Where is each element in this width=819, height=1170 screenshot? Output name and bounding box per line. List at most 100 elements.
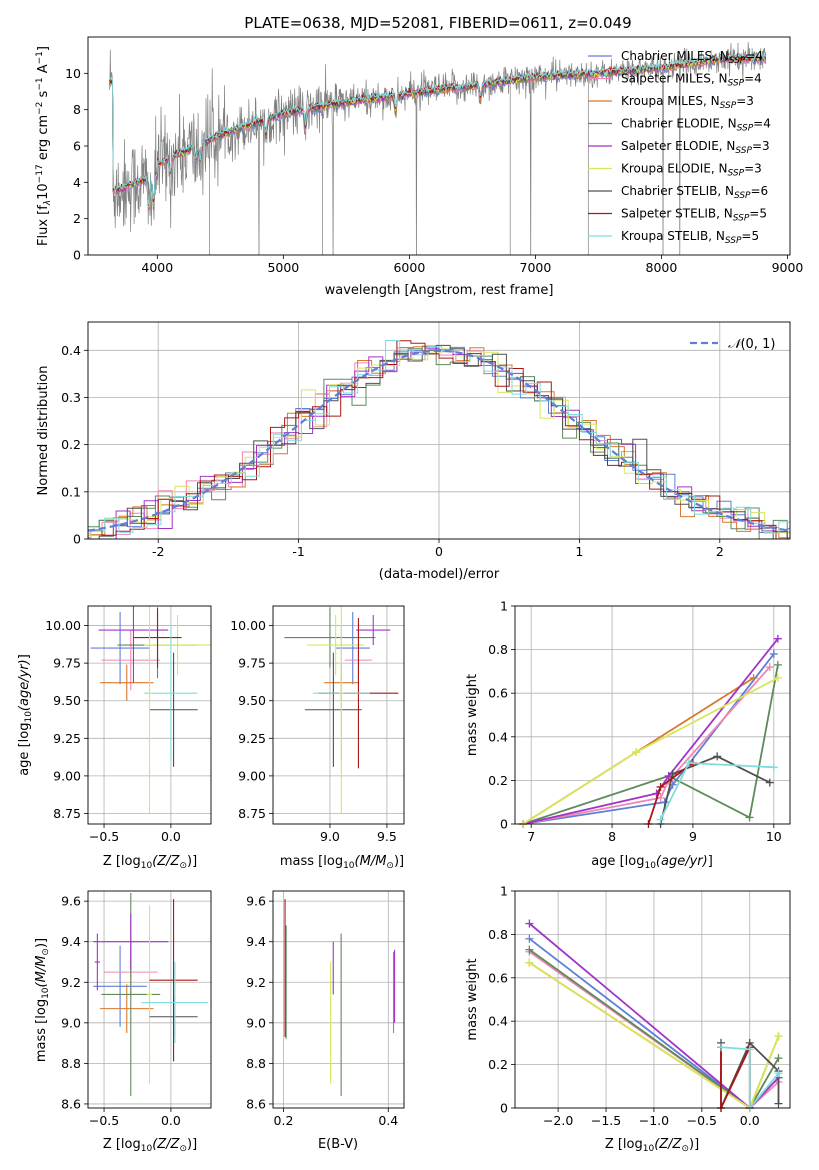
x-tick-label: 8 — [608, 829, 616, 844]
y-tick-label: 0 — [73, 532, 81, 547]
weight-point-marker — [656, 815, 665, 824]
axes-frame — [272, 605, 405, 825]
x-tick-label: -1 — [292, 544, 304, 559]
x-tick-label: -2 — [152, 544, 164, 559]
axes-frame — [514, 605, 791, 825]
y-tick-label: 0.3 — [61, 390, 81, 405]
y-tick-label: 0.6 — [488, 970, 508, 985]
weight-point-marker — [774, 1099, 783, 1108]
x-tick-label: 0.2 — [274, 1113, 294, 1128]
weight-series-line — [522, 666, 771, 824]
x-tick-label: 6000 — [393, 260, 425, 275]
residual-histogram — [88, 346, 790, 539]
x-tick-label: 0.0 — [161, 1113, 181, 1128]
y-tick-label: 0 — [73, 248, 81, 263]
mass-weight-axis-label: mass weight — [465, 674, 480, 756]
residual-histogram — [88, 344, 790, 539]
axes-frame — [87, 36, 791, 256]
panel-age_vs_mass: 9.0 9.5 8.75 9.00 9.25 9.50 9.75 10.00 mass [log… — [230, 605, 405, 871]
axes-frame — [87, 890, 212, 1109]
x-tick-label: −0.5 — [89, 1113, 119, 1128]
x-tick-label: −0.5 — [89, 829, 119, 844]
y-tick-label: 9.50 — [53, 693, 81, 708]
legend-label: Salpeter MILES, NSSP=4 — [621, 72, 762, 89]
y-tick-label: 0.1 — [61, 484, 81, 499]
legend-label: Salpeter STELIB, NSSP=5 — [621, 207, 767, 224]
y-tick-label: 0 — [500, 1101, 508, 1116]
weight-series-line — [528, 922, 780, 1108]
y-tick-label: 8.6 — [246, 1096, 266, 1111]
weight-point-marker — [773, 634, 782, 643]
x-tick-label: 9000 — [772, 260, 804, 275]
y-tick-label: 9.6 — [61, 894, 81, 909]
y-tick-label: 8.75 — [53, 806, 81, 821]
y-tick-label: 0.2 — [61, 437, 81, 452]
x-tick-label: 0.4 — [378, 1113, 398, 1128]
panel-age_vs_Z: −0.5 0.0 8.75 9.00 9.25 9.50 9.75 10.00 Z [log10… — [17, 605, 212, 871]
spectrum-y-axis-label: Flux [fλ10−17 erg cm−2 s−1 A−1] — [35, 46, 53, 246]
legend-label: Kroupa MILES, NSSP=3 — [621, 94, 754, 111]
legend-label: Chabrier STELIB, NSSP=6 — [621, 184, 768, 201]
weight-series-line — [522, 638, 779, 824]
weight-point-marker — [668, 769, 677, 778]
x-tick-label: 5000 — [267, 260, 299, 275]
weight-series-line — [528, 961, 780, 1108]
y-tick-label: 1 — [500, 884, 508, 899]
weight-series-line — [720, 1046, 780, 1108]
weight-series-line — [528, 951, 780, 1108]
z-axis-label: Z [log10(Z/Z⊙)] — [103, 854, 197, 871]
y-tick-label: 8.75 — [238, 806, 266, 821]
y-tick-label: 0.8 — [488, 927, 508, 942]
weight-point-marker — [525, 934, 534, 943]
z-axis-label: Z [log10(Z/Z⊙)] — [103, 1137, 197, 1154]
spectrum-model-line — [109, 51, 767, 205]
y-tick-label: 0.2 — [488, 1057, 508, 1072]
y-tick-label: 9.25 — [238, 731, 266, 746]
weight-point-marker — [773, 660, 782, 669]
mass-axis-label: mass [log10(M/M⊙)] — [34, 938, 51, 1062]
x-tick-label: 10 — [766, 829, 782, 844]
x-tick-label: 7 — [527, 829, 535, 844]
x-tick-label: 2 — [716, 544, 724, 559]
y-tick-label: 8.8 — [246, 1056, 266, 1071]
panel-residuals: -2 -1 0 1 2 0 0.1 0.2 0.3 0.4 𝒩(0, 1) (data-model)/… — [36, 321, 791, 582]
weight-point-marker — [769, 763, 778, 772]
weight-point-marker — [774, 1069, 783, 1078]
residual-x-axis-label: (data-model)/error — [379, 567, 500, 582]
panel-spectrum: 4000 5000 6000 7000 8000 9000 0 2 4 6 8 10 Chabrier … — [35, 36, 804, 298]
panel-mass_vs_ebv: 0.2 0.4 8.6 8.8 9.0 9.2 9.4 9.6 E(B-V) — [246, 890, 405, 1152]
y-tick-label: 9.4 — [246, 934, 266, 949]
y-tick-label: 9.6 — [246, 894, 266, 909]
weight-point-marker — [773, 673, 782, 682]
weight-series-line — [522, 653, 775, 824]
residual-y-axis-label: Normed distribution — [36, 366, 51, 496]
axes-frame — [272, 890, 405, 1109]
y-tick-label: 1 — [500, 599, 508, 614]
panel-weight_vs_Z: −2.0 −1.5 −1.0 −0.5 0.0 0 0.2 0.4 0.6 0.8 1 mass we… — [465, 884, 791, 1154]
spectrum-legend: Chabrier MILES, NSSP=4 Salpeter MILES, NS… — [588, 49, 771, 246]
y-tick-label: 9.75 — [238, 656, 266, 671]
y-tick-label: 9.50 — [238, 693, 266, 708]
x-tick-label: −1.0 — [639, 1113, 669, 1128]
x-tick-label: −1.5 — [591, 1113, 621, 1128]
y-tick-label: 0.4 — [488, 729, 508, 744]
y-tick-label: 9.00 — [238, 768, 266, 783]
legend-label: Salpeter ELODIE, NSSP=3 — [621, 139, 770, 156]
legend-label: Kroupa STELIB, NSSP=5 — [621, 229, 759, 246]
ebv-axis-label: E(B-V) — [318, 1137, 358, 1152]
weight-point-marker — [525, 919, 534, 928]
x-tick-label: 1 — [575, 544, 583, 559]
y-tick-label: 9.2 — [246, 975, 266, 990]
weight-point-marker — [656, 782, 665, 791]
panel-mass_vs_Z: −0.5 0.0 8.6 8.8 9.0 9.2 9.4 9.6 Z [log10(Z/Z⊙)]… — [34, 890, 212, 1154]
weight-point-marker — [774, 1032, 783, 1041]
weight-series-line — [522, 664, 779, 824]
z-axis-label: Z [log10(Z/Z⊙)] — [605, 1137, 699, 1154]
legend-label: 𝒩(0, 1) — [728, 337, 775, 352]
weight-point-marker — [769, 649, 778, 658]
weight-point-marker — [765, 663, 774, 672]
y-tick-label: 2 — [73, 211, 81, 226]
y-tick-label: 10.00 — [230, 618, 266, 633]
y-tick-label: 0.8 — [488, 642, 508, 657]
y-tick-label: 0 — [500, 817, 508, 832]
